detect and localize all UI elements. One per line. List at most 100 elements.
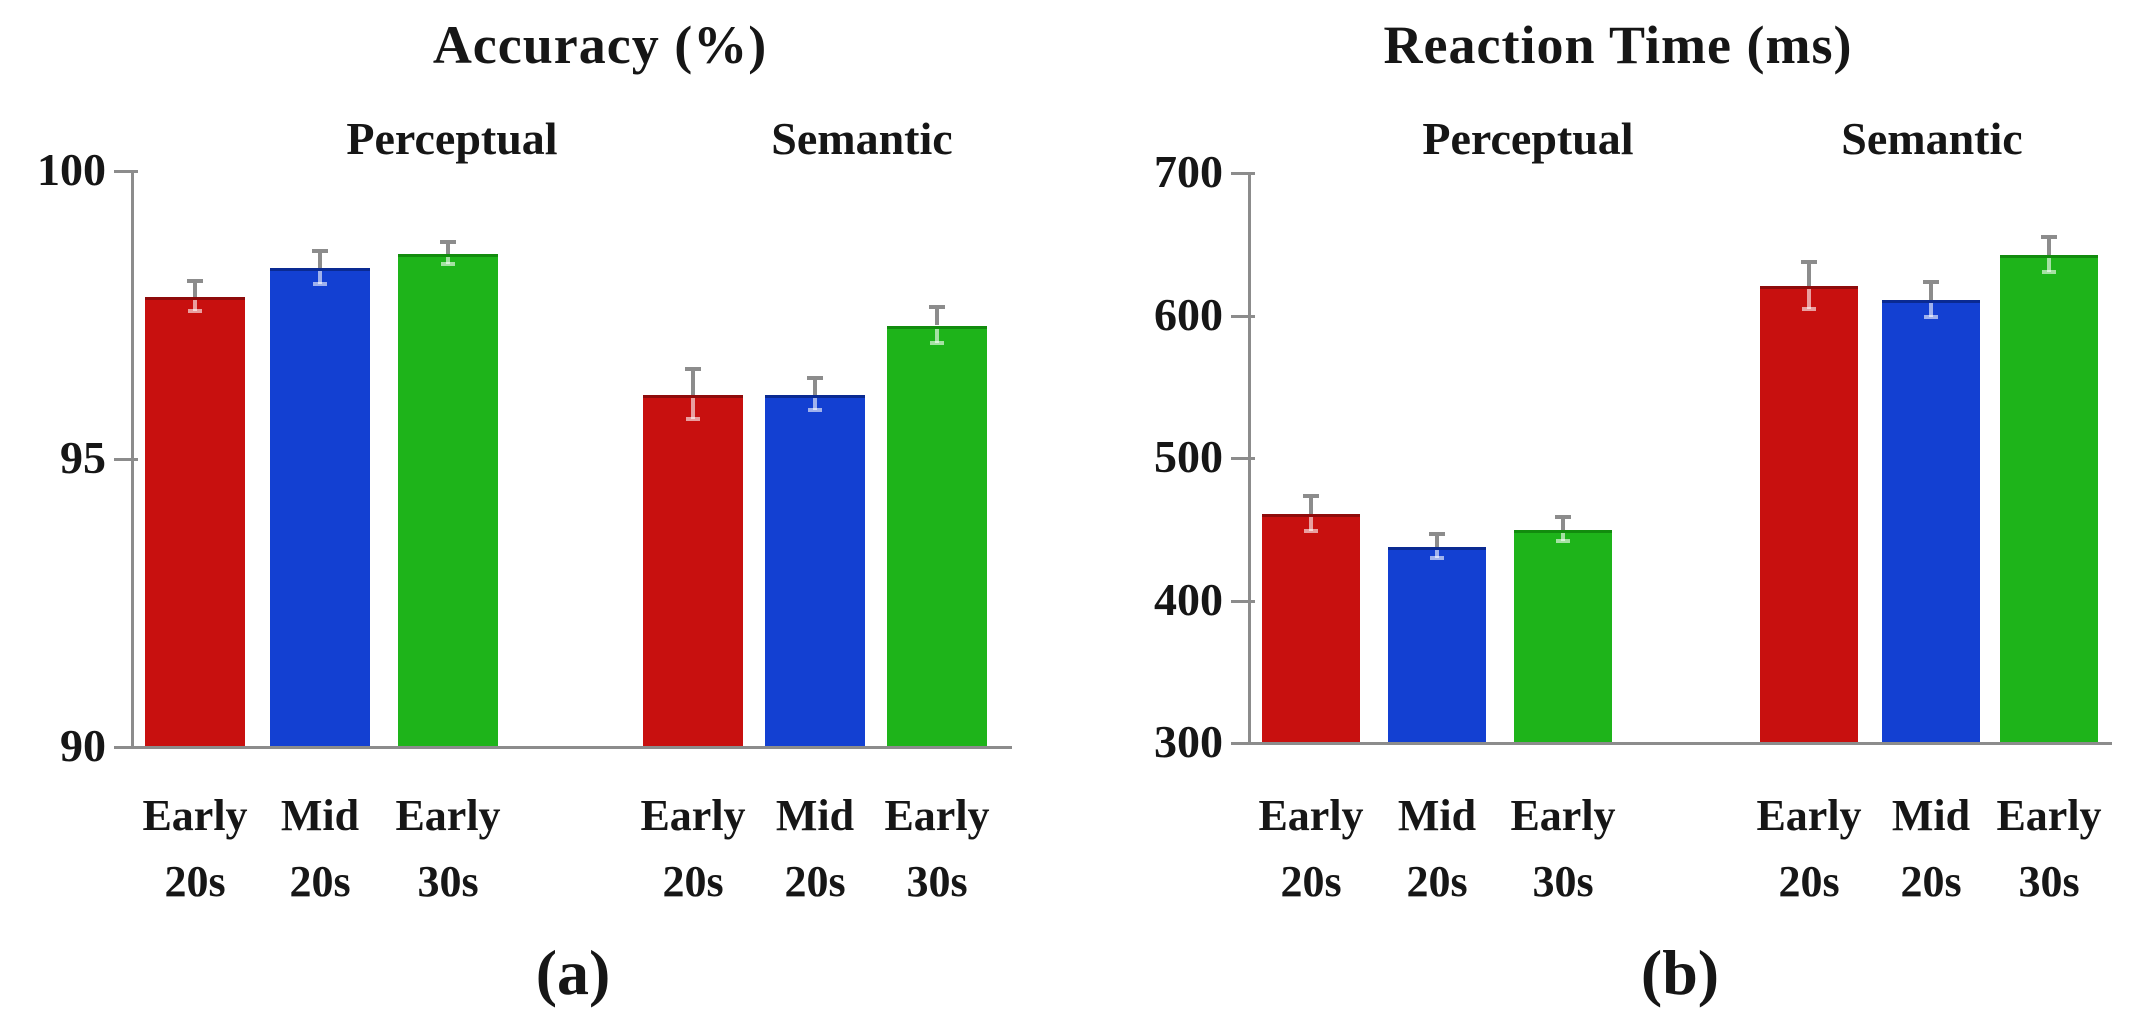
- error-bar-lower: [2047, 257, 2051, 272]
- bar-perceptual-early-20s: [1262, 514, 1360, 745]
- x-label-line2-perceptual-early-20s: 20s: [1280, 857, 1342, 906]
- error-bar-lower: [813, 397, 817, 411]
- error-bar-cap-bottom: [1304, 529, 1318, 534]
- error-bar-upper: [1807, 263, 1811, 286]
- y-tick: [1231, 742, 1255, 745]
- x-label-line2-semantic-early-30s: 30s: [2018, 857, 2080, 906]
- error-bar-upper: [2047, 237, 2051, 255]
- y-tick-label: 400: [1154, 574, 1223, 625]
- bar-semantic-early-30s: [887, 325, 987, 749]
- error-bar-upper: [193, 282, 197, 297]
- x-label-line2-perceptual-early-30s: 30s: [417, 857, 479, 906]
- x-label-line2-perceptual-early-20s: 20s: [164, 857, 226, 906]
- x-axis-line: [1248, 742, 2112, 745]
- error-bar-upper: [318, 251, 322, 268]
- error-bar-cap-top: [312, 248, 328, 253]
- error-bar-cap-bottom: [313, 282, 327, 286]
- error-bar-lower: [935, 328, 939, 343]
- x-label-line2-semantic-early-30s: 30s: [906, 857, 968, 906]
- panel-caption: (a): [535, 937, 611, 1008]
- error-bar-cap-top: [1801, 260, 1817, 265]
- chart-title: Reaction Time (ms): [1383, 15, 1853, 75]
- x-label-line2-semantic-early-20s: 20s: [662, 857, 724, 906]
- error-bar-cap-bottom: [930, 340, 944, 345]
- x-label-line2-perceptual-early-30s: 30s: [1532, 857, 1594, 906]
- error-bar-cap-bottom: [2042, 269, 2056, 274]
- bar-perceptual-early-30s: [1514, 529, 1612, 745]
- y-tick: [1231, 315, 1255, 318]
- error-bar-cap-bottom: [808, 408, 822, 413]
- x-axis-line: [131, 746, 1012, 749]
- y-tick-label: 300: [1154, 716, 1223, 767]
- error-bar-cap-bottom: [1924, 315, 1938, 320]
- x-label-line1-semantic-early-30s: Early: [884, 791, 990, 840]
- y-tick: [1231, 457, 1255, 460]
- x-label-line1-semantic-early-30s: Early: [1996, 791, 2102, 840]
- x-label-line2-semantic-mid-20s: 20s: [1900, 857, 1962, 906]
- y-tick: [114, 170, 138, 173]
- group-label-semantic: Semantic: [1841, 113, 2023, 164]
- x-label-line1-semantic-early-20s: Early: [1756, 791, 1862, 840]
- error-bar-cap-top: [807, 376, 823, 381]
- bar-semantic-early-30s: [2000, 254, 2098, 745]
- bar-perceptual-early-30s: [398, 253, 498, 749]
- error-bar-lower: [1561, 532, 1565, 542]
- x-label-line2-semantic-mid-20s: 20s: [784, 857, 846, 906]
- bar-semantic-mid-20s: [1882, 300, 1980, 746]
- error-bar-cap-bottom: [1802, 306, 1816, 311]
- x-label-line1-perceptual-early-30s: Early: [395, 791, 501, 840]
- x-label-line2-perceptual-mid-20s: 20s: [289, 857, 351, 906]
- error-bar-cap-top: [1555, 515, 1571, 520]
- bar-semantic-mid-20s: [765, 394, 865, 749]
- x-label-line1-semantic-mid-20s: Mid: [1891, 791, 1971, 840]
- chart-title: Accuracy (%): [432, 15, 768, 75]
- bar-perceptual-early-20s: [145, 296, 245, 749]
- group-label-perceptual: Perceptual: [346, 113, 558, 164]
- error-bar-cap-top: [1923, 280, 1939, 285]
- error-bar-cap-top: [1303, 493, 1319, 498]
- panel-caption: (b): [1640, 937, 1720, 1008]
- error-bar-upper: [813, 379, 817, 395]
- error-bar-cap-bottom: [686, 416, 700, 421]
- y-tick-label: 95: [60, 432, 106, 483]
- error-bar-lower: [446, 256, 450, 264]
- y-tick-label: 100: [37, 144, 106, 195]
- error-bar-lower: [1807, 289, 1811, 309]
- error-bar-lower: [193, 299, 197, 312]
- x-label-line2-semantic-early-20s: 20s: [1778, 857, 1840, 906]
- x-label-line1-perceptual-early-30s: Early: [1510, 791, 1616, 840]
- y-tick-label: 700: [1154, 146, 1223, 197]
- error-bar-upper: [446, 243, 450, 254]
- error-bar-cap-top: [2041, 234, 2057, 239]
- bar-perceptual-mid-20s: [270, 267, 370, 749]
- error-bar-cap-bottom: [441, 261, 455, 266]
- error-bar-cap-bottom: [188, 309, 202, 314]
- error-bar-lower: [1309, 517, 1313, 532]
- group-label-semantic: Semantic: [771, 113, 953, 164]
- error-bar-cap-top: [440, 240, 456, 245]
- error-bar-cap-top: [929, 305, 945, 310]
- y-tick-label: 500: [1154, 431, 1223, 482]
- error-bar-lower: [1435, 549, 1439, 559]
- error-bar-cap-top: [685, 367, 701, 372]
- x-label-line1-perceptual-mid-20s: Mid: [1397, 791, 1477, 840]
- y-tick: [1231, 600, 1255, 603]
- x-label-line1-perceptual-early-20s: Early: [142, 791, 248, 840]
- error-bar-upper: [1561, 518, 1565, 530]
- group-label-perceptual: Perceptual: [1422, 113, 1634, 164]
- bar-semantic-early-20s: [643, 394, 743, 749]
- bar-semantic-early-20s: [1760, 286, 1858, 745]
- error-bar-upper: [1309, 496, 1313, 514]
- error-bar-lower: [1929, 303, 1933, 318]
- error-bar-cap-top: [1429, 532, 1445, 537]
- error-bar-upper: [935, 308, 939, 326]
- error-bar-cap-bottom: [1430, 556, 1444, 561]
- y-tick: [1231, 172, 1255, 175]
- y-tick: [114, 746, 138, 749]
- x-label-line1-perceptual-early-20s: Early: [1258, 791, 1364, 840]
- error-bar-upper: [1435, 535, 1439, 547]
- x-label-line1-semantic-mid-20s: Mid: [775, 791, 855, 840]
- x-label-line2-perceptual-mid-20s: 20s: [1406, 857, 1468, 906]
- y-tick-label: 90: [60, 720, 106, 771]
